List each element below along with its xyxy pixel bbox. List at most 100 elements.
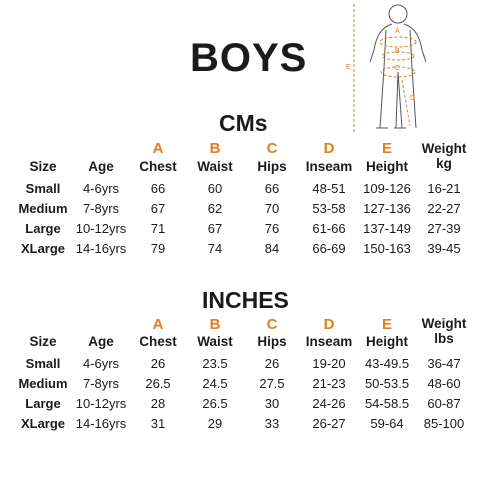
table-cell: 66 [150,181,166,196]
column-header-weight: Weight lbs [422,316,467,346]
table-cell: 62 [207,201,223,216]
weight-label: Weight [421,141,467,156]
table-cell: 50-53.5 [364,376,410,391]
table-cell: 26 [264,356,280,371]
table-cell: 29 [207,416,223,431]
table-cell: 39-45 [427,241,461,256]
table-cell: 4-6yrs [82,181,120,196]
table-cell: 48-60 [427,376,461,391]
column-header: Hips [257,334,287,349]
column-letter: C [266,316,278,333]
table-cell: 85-100 [423,416,465,431]
column-letter: A [152,316,164,333]
row-size: Large [25,221,61,236]
table-cell: 14-16yrs [75,416,127,431]
section-title: CMs [219,110,268,136]
table-cell: 33 [264,416,280,431]
row-size: Medium [18,201,68,216]
table-cell: 109-126 [363,181,411,196]
row-size: XLarge [20,241,66,256]
table-cell: 71 [150,221,166,236]
table-cell: 19-20 [312,356,346,371]
table-cell: 24.5 [202,376,228,391]
figure-label-e: E [346,64,351,71]
weight-label: Weight [421,316,467,331]
column-letter: B [209,140,221,157]
table-cell: 14-16yrs [75,241,127,256]
column-letter: B [209,316,221,333]
page-title: BOYS [190,36,308,80]
table-cell: 79 [150,241,166,256]
figure-label-c: C [395,65,401,72]
table-cell: 53-58 [312,201,346,216]
table-cell: 27.5 [259,376,285,391]
table-cell: 60-87 [427,396,461,411]
table-cell: 60 [207,181,223,196]
column-header: Age [88,334,114,349]
row-size: Medium [18,376,68,391]
column-header: Size [29,334,57,349]
figure-label-a: A [395,28,400,35]
table-cell: 59-64 [370,416,404,431]
table-cell: 7-8yrs [82,376,120,391]
weight-unit: kg [436,156,452,171]
table-cell: 4-6yrs [82,356,120,371]
column-header: Waist [197,159,233,174]
column-header-weight: Weight kg [422,141,467,171]
column-header: Chest [139,334,177,349]
table-cell: 26-27 [312,416,346,431]
table-cell: 66-69 [312,241,346,256]
column-header: Age [88,159,114,174]
column-letter: E [381,316,393,333]
table-cell: 10-12yrs [75,221,127,236]
weight-unit: lbs [434,331,454,346]
column-letter: A [152,140,164,157]
column-letter: E [381,140,393,157]
table-cell: 36-47 [427,356,461,371]
table-cell: 16-21 [427,181,461,196]
table-cell: 54-58.5 [364,396,410,411]
row-size: Small [25,356,61,371]
table-cell: 67 [207,221,223,236]
row-size: Small [25,181,61,196]
table-cell: 22-27 [427,201,461,216]
figure-label-d: D [410,95,416,102]
table-cell: 43-49.5 [364,356,410,371]
column-header: Size [29,159,57,174]
table-cell: 27-39 [427,221,461,236]
column-letter: C [266,140,278,157]
table-cell: 66 [264,181,280,196]
body-measurement-figure: A B C D E [340,0,440,140]
column-header: Inseam [305,159,353,174]
row-size: Large [25,396,61,411]
table-cell: 21-23 [312,376,346,391]
column-header: Chest [139,159,177,174]
table-cell: 74 [207,241,223,256]
table-cell: 70 [264,201,280,216]
table-cell: 150-163 [363,241,411,256]
table-cell: 7-8yrs [82,201,120,216]
figure-label-b: B [395,48,400,55]
table-cell: 67 [150,201,166,216]
table-cell: 30 [264,396,280,411]
column-letter: D [323,140,335,157]
table-cell: 137-149 [363,221,411,236]
table-cell: 61-66 [312,221,346,236]
table-cell: 26 [150,356,166,371]
table-cell: 127-136 [363,201,411,216]
table-cell: 31 [150,416,166,431]
table-cell: 48-51 [312,181,346,196]
table-cell: 24-26 [312,396,346,411]
table-cell: 84 [264,241,280,256]
table-cell: 26.5 [202,396,228,411]
table-cell: 28 [150,396,166,411]
table-cell: 26.5 [145,376,171,391]
section-title: INCHES [202,287,289,313]
table-cell: 23.5 [202,356,228,371]
table-cell: 76 [264,221,280,236]
column-header: Height [366,159,408,174]
column-header: Hips [257,159,287,174]
row-size: XLarge [20,416,66,431]
column-header: Waist [197,334,233,349]
column-letter: D [323,316,335,333]
